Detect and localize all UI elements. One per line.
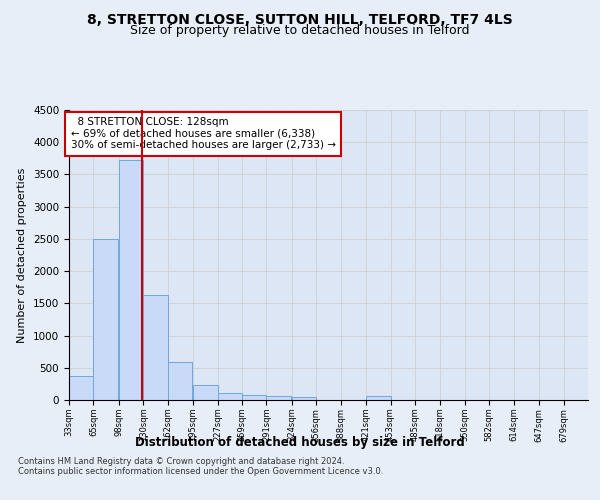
Bar <box>119 160 143 400</box>
Text: 8, STRETTON CLOSE, SUTTON HILL, TELFORD, TF7 4LS: 8, STRETTON CLOSE, SUTTON HILL, TELFORD,… <box>87 12 513 26</box>
Bar <box>143 295 168 400</box>
Bar <box>168 362 192 400</box>
Y-axis label: Number of detached properties: Number of detached properties <box>17 168 28 342</box>
Bar <box>94 239 118 400</box>
Text: Distribution of detached houses by size in Telford: Distribution of detached houses by size … <box>135 436 465 449</box>
Bar <box>366 396 391 400</box>
Bar <box>218 393 242 400</box>
Bar <box>69 376 94 400</box>
Bar <box>242 395 266 400</box>
Text: Contains public sector information licensed under the Open Government Licence v3: Contains public sector information licen… <box>18 467 383 476</box>
Bar <box>292 397 316 400</box>
Bar <box>266 396 291 400</box>
Text: Size of property relative to detached houses in Telford: Size of property relative to detached ho… <box>130 24 470 37</box>
Bar <box>193 385 218 400</box>
Text: 8 STRETTON CLOSE: 128sqm
← 69% of detached houses are smaller (6,338)
30% of sem: 8 STRETTON CLOSE: 128sqm ← 69% of detach… <box>71 117 335 150</box>
Text: Contains HM Land Registry data © Crown copyright and database right 2024.: Contains HM Land Registry data © Crown c… <box>18 457 344 466</box>
